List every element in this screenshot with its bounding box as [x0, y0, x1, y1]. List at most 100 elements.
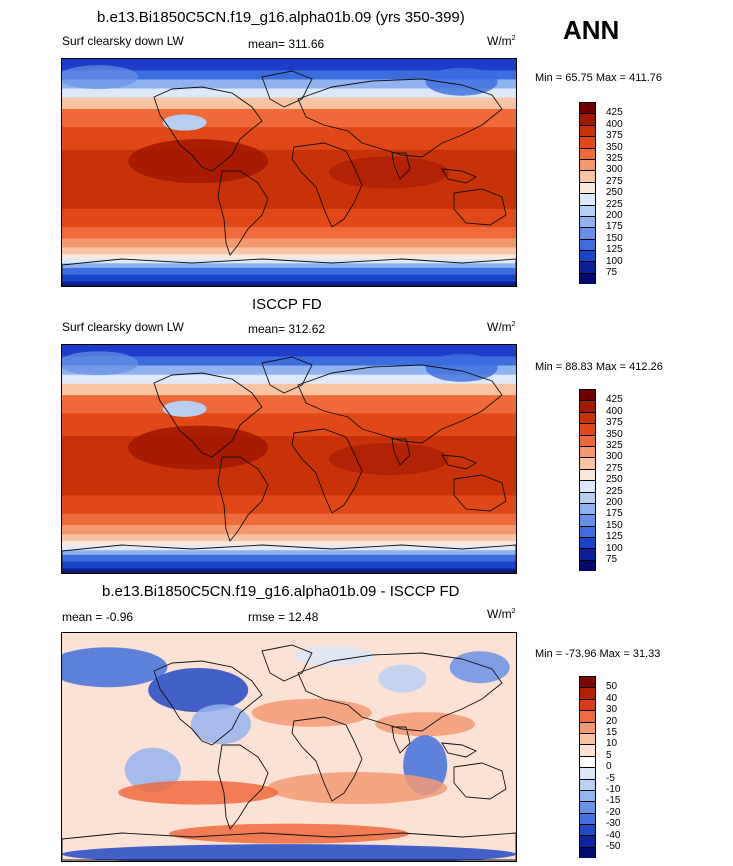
panel2-map-field	[62, 345, 516, 573]
colorbar-tick-label: 30	[606, 704, 618, 716]
colorbar-tick-label: 5	[606, 749, 612, 761]
colorbar-tick-label: 400	[606, 118, 623, 130]
panel3-units-label: W/m2	[487, 607, 516, 621]
colorbar-swatch	[579, 801, 596, 813]
panel2-units-label: W/m2	[487, 320, 516, 334]
colorbar-swatch	[579, 755, 596, 768]
colorbar-swatch	[579, 525, 596, 538]
panel1-colorbar: 425 400 375 350 325 300 275 250 225 200 175 150 125 1…	[579, 102, 623, 285]
colorbar-swatch	[579, 102, 596, 114]
colorbar-swatch	[579, 812, 596, 825]
panel2-minmax: Min = 88.83 Max = 412.26	[535, 361, 663, 373]
colorbar-swatch	[579, 835, 596, 847]
colorbar-tick-label: -10	[606, 784, 621, 795]
colorbar-swatch	[579, 411, 596, 424]
colorbar-swatch	[579, 261, 596, 273]
colorbar-tick-label: 200	[606, 497, 623, 508]
colorbar-tick-label: 50	[606, 681, 618, 693]
colorbar-swatch	[579, 457, 596, 469]
colorbar-tick-label: 100	[606, 542, 623, 554]
colorbar-swatch	[579, 698, 596, 711]
colorbar-tick-label: 40	[606, 692, 618, 704]
colorbar-tick-label: 10	[606, 738, 618, 750]
panel3-rmse-label: rmse = 12.48	[248, 610, 319, 624]
colorbar-tick-label: -15	[606, 795, 621, 807]
colorbar-tick-label: 125	[606, 531, 623, 543]
colorbar-tick-label: 175	[606, 221, 623, 233]
colorbar-tick-label: 350	[606, 141, 623, 153]
colorbar-swatch	[579, 502, 596, 515]
panel1-variable-label: Surf clearsky down LW	[62, 34, 184, 48]
colorbar-tick-label: -40	[606, 829, 621, 841]
colorbar-swatch	[579, 445, 596, 458]
colorbar-tick-label: 425	[606, 394, 623, 406]
season-label: ANN	[563, 15, 620, 45]
panel1-map-field	[62, 59, 516, 286]
colorbar-swatch	[579, 389, 596, 401]
colorbar-swatch	[579, 824, 596, 836]
panel3-colorbar: 50 40 30 20 15 10 5 0 -5 -10 -15 -20 -30 -40 -50	[579, 676, 620, 859]
colorbar-tick-label: 375	[606, 417, 623, 429]
colorbar-swatch	[579, 193, 596, 205]
colorbar-tick-label: -5	[606, 772, 615, 784]
colorbar-tick-label: -50	[606, 841, 621, 852]
colorbar-swatch	[579, 136, 596, 148]
colorbar-swatch	[579, 732, 596, 745]
colorbar-swatch	[579, 676, 596, 688]
colorbar-tick-label: 150	[606, 519, 623, 531]
colorbar-tick-label: 100	[606, 255, 623, 267]
panel2-mean-label: mean= 312.62	[248, 322, 326, 336]
panel1-title: b.e13.Bi1850C5CN.f19_g16.alpha01b.09 (yr…	[97, 9, 465, 26]
colorbar-swatch	[579, 846, 596, 859]
panel3-map	[61, 632, 517, 862]
colorbar-swatch	[579, 721, 596, 733]
colorbar-tick-label: 275	[606, 462, 623, 474]
colorbar-swatch	[579, 238, 596, 251]
colorbar-swatch	[579, 113, 596, 125]
colorbar-swatch	[579, 710, 596, 722]
colorbar-tick-label: 350	[606, 428, 623, 440]
colorbar-swatch	[579, 400, 596, 412]
colorbar-tick-label: 425	[606, 107, 623, 119]
panel2-map	[61, 344, 517, 574]
colorbar-swatch	[579, 170, 596, 182]
panel3-minmax: Min = -73.96 Max = 31.33	[535, 648, 661, 660]
colorbar-swatch	[579, 147, 596, 159]
colorbar-swatch	[579, 767, 596, 779]
colorbar-tick-label: -20	[606, 806, 621, 818]
colorbar-tick-label: 20	[606, 715, 618, 727]
colorbar-tick-label: 175	[606, 508, 623, 520]
colorbar-swatch	[579, 423, 596, 435]
panel2-colorbar: 425 400 375 350 325 300 275 250 225 200 175 150 125 1…	[579, 389, 623, 572]
colorbar-swatch	[579, 158, 596, 171]
colorbar-tick-label: 150	[606, 232, 623, 244]
colorbar-swatch	[579, 468, 596, 481]
colorbar-tick-label: 300	[606, 451, 623, 463]
colorbar-tick-label: 0	[606, 761, 612, 773]
panel1-minmax: Min = 65.75 Max = 411.76	[535, 72, 662, 84]
colorbar-swatch	[579, 272, 596, 285]
colorbar-swatch	[579, 250, 596, 262]
colorbar-tick-label: 250	[606, 187, 623, 199]
colorbar-tick-label: 400	[606, 405, 623, 417]
colorbar-tick-label: 325	[606, 440, 623, 451]
panel1-mean-label: mean= 311.66	[248, 37, 325, 51]
colorbar-swatch	[579, 204, 596, 216]
colorbar-swatch	[579, 744, 596, 756]
colorbar-swatch	[579, 124, 596, 137]
panel1-map	[61, 58, 517, 287]
colorbar-swatch	[579, 514, 596, 526]
colorbar-swatch	[579, 537, 596, 549]
colorbar-swatch	[579, 687, 596, 699]
colorbar-tick-label: 125	[606, 244, 623, 256]
colorbar-tick-label: 275	[606, 175, 623, 187]
panel3-map-field	[62, 633, 516, 861]
panel3-title: b.e13.Bi1850C5CN.f19_g16.alpha01b.09 - I…	[102, 583, 460, 600]
colorbar-swatch	[579, 778, 596, 790]
panel2-title: ISCCP FD	[252, 296, 322, 313]
colorbar-tick-label: 325	[606, 153, 623, 164]
colorbar-swatch	[579, 548, 596, 560]
colorbar-tick-label: 200	[606, 210, 623, 221]
panel3-mean-label: mean = -0.96	[62, 610, 134, 624]
colorbar-tick-label: 15	[606, 727, 618, 738]
